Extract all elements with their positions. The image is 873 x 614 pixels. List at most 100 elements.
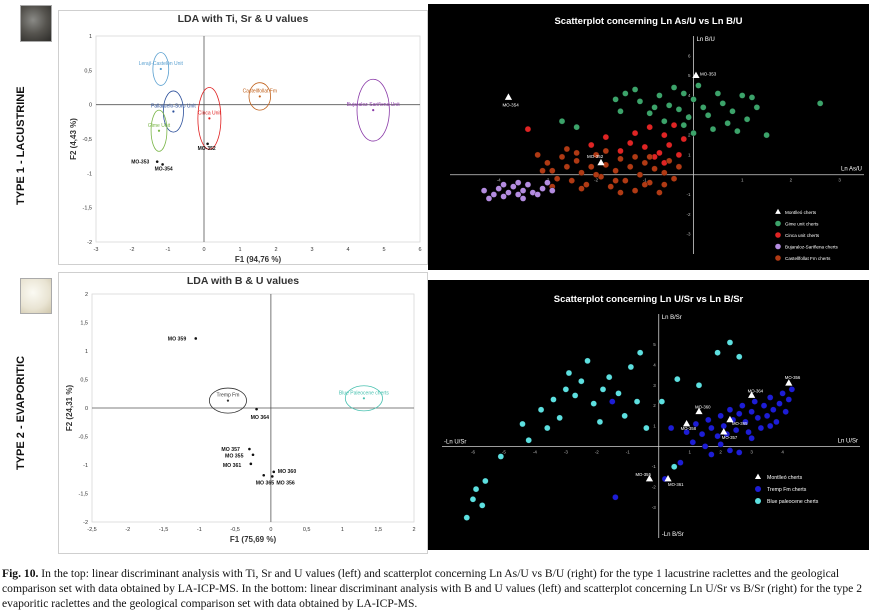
y-tick-label: -0,5 — [79, 435, 88, 441]
data-point — [563, 163, 571, 170]
data-point — [515, 179, 522, 186]
y-tick-label: 0 — [85, 406, 88, 412]
x-tick-label: -4 — [533, 449, 537, 454]
data-point — [588, 163, 595, 170]
data-point — [565, 369, 573, 377]
data-point — [675, 106, 683, 113]
data-point — [524, 125, 532, 133]
type2-label: TYPE 2 - EVAPORITIC — [15, 355, 27, 470]
sample-label: MO 365 — [256, 480, 275, 486]
sample-label: MO 356 — [276, 480, 295, 486]
x-tick-label: 2 — [412, 527, 415, 533]
sample-label: MO 359 — [168, 336, 187, 342]
y-tick-label: 2 — [688, 133, 691, 138]
sample-point — [155, 160, 159, 163]
legend-marker — [775, 232, 781, 238]
chart-background — [428, 280, 869, 550]
y-tick-label: -1,5 — [83, 206, 92, 212]
y-tick-label: 6 — [688, 53, 691, 58]
data-point — [631, 86, 639, 93]
chart-background — [428, 4, 869, 270]
group-centroid — [258, 95, 261, 98]
y-tick-label: 3 — [653, 383, 656, 388]
y-tick-label: 2 — [85, 292, 88, 298]
x-tick-label: 1 — [741, 178, 744, 183]
x-tick-label: 0 — [202, 247, 205, 253]
data-point — [717, 412, 724, 419]
data-point — [734, 127, 741, 135]
data-point — [670, 84, 678, 91]
data-point — [534, 151, 541, 159]
y-tick-label: -1 — [83, 463, 88, 469]
data-point — [767, 394, 774, 401]
caption-label: Fig. 10. — [2, 567, 39, 580]
data-point — [573, 124, 580, 131]
data-point — [549, 167, 556, 174]
legend-marker — [775, 243, 781, 250]
data-point — [544, 159, 551, 166]
data-point — [674, 376, 681, 383]
data-point — [666, 141, 673, 149]
data-point — [788, 386, 796, 393]
sample-label: MO-357 — [722, 435, 738, 440]
data-point — [680, 90, 687, 97]
figure-caption: Fig. 10. In the top: linear discriminant… — [2, 566, 870, 611]
data-point — [500, 193, 507, 200]
x-tick-label: -1 — [643, 178, 647, 183]
data-point — [510, 183, 517, 190]
data-point — [779, 390, 786, 397]
y-tick-label: -3 — [652, 505, 656, 510]
sample-point — [251, 453, 255, 457]
group-ellipse — [248, 82, 272, 111]
y-axis-neg-label: -Ln B/Sr — [662, 532, 684, 538]
data-point — [661, 181, 668, 188]
x-tick-label: -6 — [471, 449, 475, 454]
x-tick-label: 1 — [688, 449, 691, 454]
data-point — [685, 114, 692, 121]
legend-marker — [775, 208, 781, 214]
data-point — [646, 153, 653, 161]
legend-marker — [755, 498, 761, 504]
legend-label: Tremp Fm cherts — [767, 487, 807, 493]
y-tick-label: -0,5 — [83, 137, 92, 143]
data-point — [612, 167, 619, 174]
sample-label: MO 357 — [221, 447, 240, 453]
x-axis-neg-label: -Ln U/Sr — [444, 439, 466, 445]
data-point — [714, 90, 722, 97]
data-point — [708, 451, 715, 458]
y-tick-label: 4 — [653, 362, 656, 367]
sample-label: MO-364 — [748, 388, 764, 393]
x-tick-label: 3 — [310, 247, 313, 253]
data-point — [695, 82, 702, 89]
lda1-chart: LDA with Ti, Sr & U values-3 -2 -1 0 1 2 3 4 5 61… — [58, 10, 428, 265]
data-point — [726, 447, 734, 454]
data-point — [702, 443, 709, 450]
x-tick-label: -2,5 — [87, 527, 96, 533]
data-point — [558, 153, 566, 161]
x-tick-label: 3 — [750, 449, 753, 454]
data-point — [519, 420, 526, 428]
data-point — [519, 195, 527, 202]
chart-title: Scatterplot concerning Ln As/U vs Ln B/U — [554, 16, 742, 27]
data-point — [573, 149, 580, 157]
data-point — [695, 382, 703, 389]
x-tick-label: -0,5 — [230, 527, 239, 533]
data-point — [641, 159, 648, 166]
montlleo-marker — [692, 71, 700, 79]
y-tick-label: -3 — [687, 232, 691, 237]
data-point — [651, 104, 658, 111]
data-point — [683, 428, 690, 436]
data-point — [677, 459, 684, 466]
data-point — [641, 143, 648, 151]
sample-label: MO 361 — [223, 463, 242, 469]
y-tick-label: 0 — [89, 103, 92, 109]
data-point — [763, 131, 770, 139]
data-point — [606, 373, 613, 381]
data-point — [622, 90, 629, 97]
data-point — [583, 181, 590, 188]
y-tick-label: -2 — [83, 520, 88, 526]
group-centroid — [157, 129, 161, 132]
y-axis-label: F2 (4,43 %) — [69, 118, 78, 160]
data-point — [578, 169, 585, 176]
data-point — [726, 406, 734, 413]
